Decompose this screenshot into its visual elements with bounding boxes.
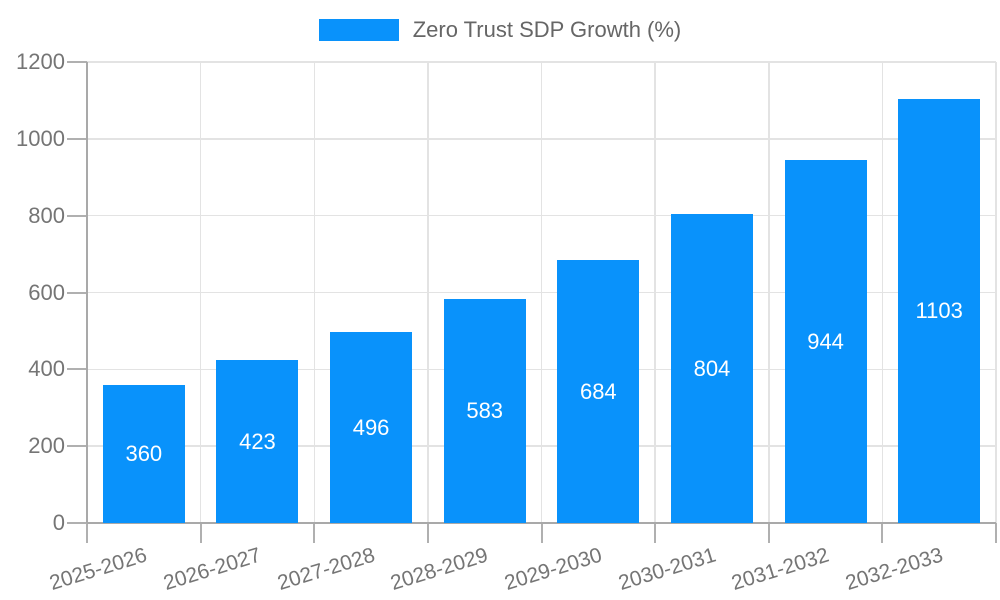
x-gridline [540, 62, 543, 523]
bar-2025-2026[interactable] [102, 384, 185, 523]
y-tick-label: 1000 [16, 125, 65, 151]
y-tick-label: 800 [28, 202, 65, 228]
bar-2028-2029[interactable] [443, 299, 526, 523]
y-tick [67, 137, 87, 140]
y-tick [67, 445, 87, 448]
bar-2030-2031[interactable] [670, 214, 753, 523]
x-gridline [768, 62, 770, 523]
legend-swatch [318, 19, 399, 41]
y-tick-label: 200 [28, 433, 65, 459]
x-gridline [199, 62, 202, 523]
x-gridline [995, 62, 997, 523]
y-tick-label: 600 [28, 279, 65, 305]
x-tick-label: 2026-2027 [160, 543, 264, 595]
x-tick-label: 2029-2030 [501, 543, 605, 595]
y-tick [67, 522, 87, 524]
bar-2029-2030[interactable] [557, 260, 640, 523]
x-tick [313, 523, 316, 543]
x-tick-label: 2031-2032 [729, 543, 832, 595]
y-gridline [87, 138, 996, 140]
x-tick [767, 523, 770, 543]
x-gridline [313, 62, 315, 523]
y-tick [67, 214, 87, 217]
bar-2031-2032[interactable] [784, 160, 867, 523]
y-tick-label: 1200 [16, 49, 65, 74]
x-tick [540, 523, 543, 543]
y-tick [67, 61, 87, 63]
bar-2026-2027[interactable] [216, 360, 299, 523]
x-gridline [654, 62, 656, 523]
chart-legend[interactable]: Zero Trust SDP Growth (%) [0, 18, 1000, 42]
y-axis-line [86, 62, 88, 523]
x-axis-line [87, 522, 996, 524]
x-tick [426, 523, 429, 543]
y-tick [67, 291, 87, 294]
x-tick [995, 523, 997, 543]
x-tick [881, 523, 884, 543]
x-tick-label: 2030-2031 [615, 543, 719, 595]
bar-2032-2033[interactable] [898, 99, 981, 523]
y-tick-label: 400 [28, 356, 65, 382]
x-tick-label: 2028-2029 [388, 543, 491, 595]
y-tick-label: 0 [52, 510, 65, 535]
x-tick-label: 2027-2028 [274, 543, 378, 595]
x-tick-label: 2032-2033 [842, 543, 946, 595]
x-tick-label: 2025-2026 [47, 543, 151, 595]
y-gridline [87, 61, 996, 63]
x-tick [654, 523, 657, 543]
bar-2027-2028[interactable] [330, 332, 413, 523]
x-gridline [881, 62, 884, 523]
x-tick [199, 523, 202, 543]
x-tick [86, 523, 88, 543]
legend-label: Zero Trust SDP Growth (%) [412, 17, 682, 42]
x-gridline [427, 62, 429, 523]
y-tick [67, 368, 87, 371]
